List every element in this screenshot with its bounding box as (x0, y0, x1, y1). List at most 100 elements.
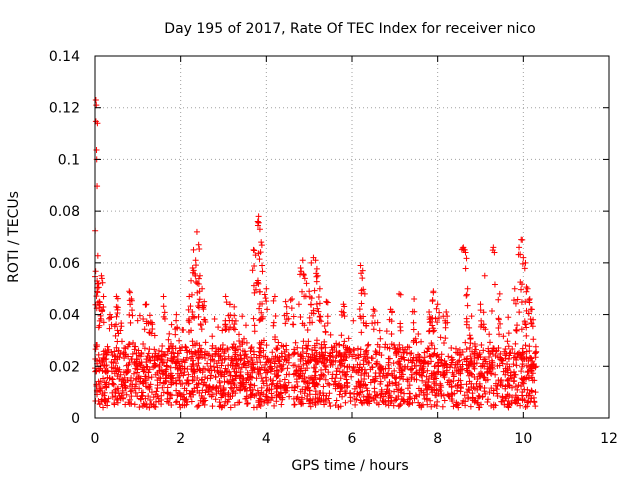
data-point (259, 300, 266, 307)
data-point (276, 378, 283, 385)
data-point (146, 366, 153, 373)
data-point (237, 352, 244, 359)
data-point (493, 347, 500, 354)
data-point (482, 358, 489, 365)
data-point (175, 374, 182, 381)
data-point (397, 291, 404, 298)
data-point (364, 342, 371, 349)
data-point (385, 355, 392, 362)
data-point (267, 376, 274, 383)
data-point (229, 376, 236, 383)
data-point (406, 400, 413, 407)
data-point (225, 353, 232, 360)
data-point (244, 358, 251, 365)
data-point (350, 346, 357, 353)
data-point (105, 346, 112, 353)
data-point (361, 353, 368, 360)
data-point (532, 364, 539, 371)
data-point (115, 330, 122, 337)
data-point (418, 338, 425, 345)
data-point (192, 262, 199, 269)
data-point (426, 327, 433, 334)
data-point (209, 353, 216, 360)
data-point (190, 361, 197, 368)
data-point (360, 286, 367, 293)
data-point (280, 361, 287, 368)
data-point (407, 366, 414, 373)
data-point (255, 280, 262, 287)
data-point (461, 392, 468, 399)
data-point (518, 286, 525, 293)
data-point (130, 339, 137, 346)
data-point (453, 349, 460, 356)
data-point (94, 252, 101, 259)
data-point (434, 301, 441, 308)
data-point (390, 360, 397, 367)
data-point (384, 383, 391, 390)
data-point (383, 328, 390, 335)
data-point (497, 320, 504, 327)
data-point (522, 342, 529, 349)
data-point (356, 306, 363, 313)
data-point (137, 375, 144, 382)
data-point (479, 394, 486, 401)
data-point (184, 399, 191, 406)
data-point (443, 308, 450, 315)
data-point (331, 344, 338, 351)
data-point (441, 374, 448, 381)
data-point (502, 346, 509, 353)
data-point (188, 277, 195, 284)
data-point (249, 267, 256, 274)
data-point (291, 387, 298, 394)
data-point (226, 317, 233, 324)
data-point (221, 350, 228, 357)
data-point (433, 375, 440, 382)
data-point (132, 365, 139, 372)
data-point (307, 403, 314, 410)
data-point (231, 312, 238, 319)
data-point (423, 373, 430, 380)
data-point (249, 357, 256, 364)
data-point (193, 381, 200, 388)
data-point (504, 369, 511, 376)
data-point (277, 384, 284, 391)
data-point (325, 380, 332, 387)
data-point (532, 389, 539, 396)
data-point (104, 402, 111, 409)
data-point (306, 398, 313, 405)
data-point (104, 374, 111, 381)
data-point (207, 385, 214, 392)
data-point (129, 312, 136, 319)
data-point (234, 361, 241, 368)
y-tick-label: 0.02 (49, 359, 80, 375)
data-point (195, 280, 202, 287)
data-point (527, 316, 534, 323)
data-point (367, 379, 374, 386)
y-axis-label: ROTI / TECUs (6, 191, 22, 283)
data-point (189, 373, 196, 380)
data-point (93, 147, 100, 154)
data-point (143, 403, 150, 410)
data-point (377, 378, 384, 385)
data-point (326, 382, 333, 389)
data-point (181, 365, 188, 372)
data-point (257, 249, 264, 256)
data-point (437, 334, 444, 341)
data-point (145, 393, 152, 400)
data-point (92, 346, 99, 353)
data-point (393, 351, 400, 358)
data-point (411, 308, 418, 315)
data-point (168, 321, 175, 328)
data-point (209, 342, 216, 349)
data-point (331, 378, 338, 385)
data-point (410, 338, 417, 345)
data-point (128, 297, 135, 304)
data-point (329, 371, 336, 378)
data-point (521, 397, 528, 404)
data-point (294, 394, 301, 401)
data-point (504, 338, 511, 345)
data-point (114, 364, 121, 371)
data-point (266, 386, 273, 393)
data-point (118, 381, 125, 388)
data-point (207, 375, 214, 382)
